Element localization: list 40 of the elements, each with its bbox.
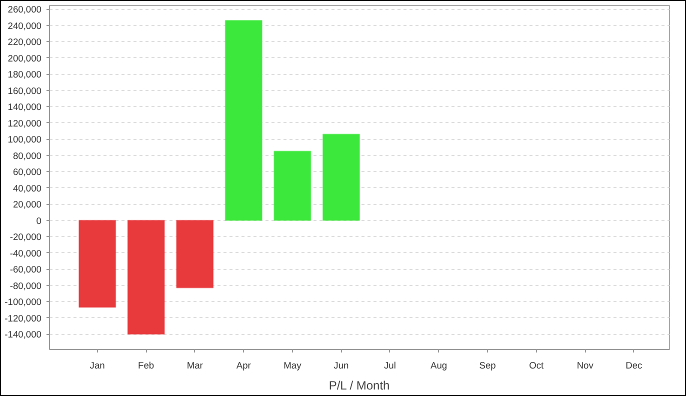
x-tick-label: Jul — [384, 360, 396, 370]
y-tick-label: -100,000 — [4, 297, 42, 308]
bar — [176, 220, 214, 288]
y-tick-label: 80,000 — [12, 150, 42, 161]
y-tick-label: 240,000 — [8, 20, 42, 31]
y-tick-label: 60,000 — [12, 167, 42, 178]
y-tick-label: 100,000 — [8, 134, 42, 145]
y-tick-label: -140,000 — [4, 330, 42, 340]
bar — [274, 150, 312, 221]
bar — [78, 220, 116, 308]
x-tick-label: Apr — [236, 360, 251, 370]
x-tick-label: Aug — [430, 360, 448, 370]
x-tick-label: Feb — [138, 360, 154, 370]
x-tick-label: Mar — [186, 360, 203, 370]
bar — [322, 134, 360, 221]
y-tick-label: 180,000 — [8, 70, 42, 80]
y-tick-label: 0 — [36, 216, 42, 226]
x-tick-label: May — [284, 360, 302, 370]
x-tick-label: Sep — [479, 360, 496, 370]
y-tick-label: 260,000 — [8, 4, 42, 15]
y-tick-label: -20,000 — [10, 232, 42, 242]
x-tick-label: Jan — [90, 360, 105, 370]
bar — [224, 20, 262, 221]
y-tick-label: 40,000 — [12, 183, 42, 194]
x-tick-label: Dec — [626, 360, 643, 370]
y-tick-label: 140,000 — [8, 102, 42, 112]
y-tick-label: 200,000 — [8, 53, 42, 64]
y-tick-label: -60,000 — [10, 264, 42, 275]
y-tick-label: -40,000 — [10, 248, 42, 258]
y-tick-label: 220,000 — [8, 37, 42, 48]
x-tick-label: Jun — [334, 360, 349, 370]
y-tick-label: 160,000 — [8, 86, 42, 96]
y-tick-label: 20,000 — [12, 200, 42, 210]
y-tick-label: 120,000 — [8, 118, 42, 128]
x-tick-label: Nov — [576, 360, 594, 370]
x-axis-title: P/L / Month — [328, 378, 390, 392]
x-tick-label: Oct — [529, 360, 544, 370]
y-tick-label: -80,000 — [10, 280, 42, 291]
y-tick-label: -120,000 — [4, 313, 42, 324]
bar — [127, 220, 165, 335]
